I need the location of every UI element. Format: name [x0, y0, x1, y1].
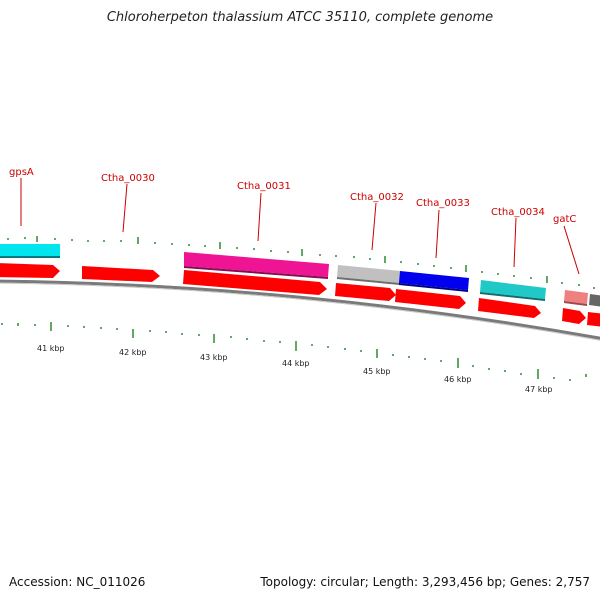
- kbp-label: 44 kbp: [282, 359, 310, 368]
- kbp-label: 46 kbp: [444, 375, 472, 384]
- gene-box-ctha0031[interactable]: [184, 252, 329, 277]
- cds-arrow[interactable]: [562, 308, 586, 324]
- kbp-label: 41 kbp: [37, 344, 65, 353]
- gene-box-shadow: [399, 283, 468, 292]
- gene-label-group: gpsA Ctha_0030 Ctha_0031 Ctha_0032 Ctha_…: [9, 167, 580, 275]
- kbp-label: 47 kbp: [525, 385, 553, 394]
- gene-box-ctha0034[interactable]: [480, 280, 546, 299]
- genome-backbone: [0, 279, 600, 340]
- cds-arrow[interactable]: [0, 263, 60, 278]
- gene-box-next[interactable]: [589, 294, 600, 307]
- gene-box-ctha0033[interactable]: [399, 271, 469, 290]
- leader-line: [122, 183, 128, 233]
- leader-line: [257, 192, 262, 242]
- scale-labels: 41 kbp 42 kbp 43 kbp 44 kbp 45 kbp 46 kb…: [37, 344, 553, 394]
- gene-label-gatC[interactable]: gatC: [553, 214, 576, 225]
- leader-line: [435, 209, 440, 259]
- gene-box-shadow: [337, 277, 400, 285]
- gene-box-shadow: [564, 301, 587, 306]
- genome-title: Chloroherpeton thalassium ATCC 35110, co…: [106, 10, 494, 25]
- gene-box-gpsA[interactable]: [0, 244, 60, 256]
- gene-box-ctha0032[interactable]: [337, 265, 401, 283]
- gene-label-ctha0031[interactable]: Ctha_0031: [237, 181, 291, 192]
- colored-gene-track: [0, 244, 600, 307]
- genome-stats-text: Topology: circular; Length: 3,293,456 bp…: [260, 575, 590, 589]
- cds-arrow[interactable]: [335, 283, 396, 301]
- gene-box-shadow: [0, 256, 60, 258]
- gene-label-ctha0034[interactable]: Ctha_0034: [491, 207, 545, 218]
- kbp-label: 43 kbp: [200, 353, 228, 362]
- cds-track: [0, 263, 600, 327]
- cds-arrow[interactable]: [478, 298, 541, 318]
- gene-label-ctha0033[interactable]: Ctha_0033: [416, 198, 470, 209]
- cds-arrow[interactable]: [587, 312, 600, 327]
- gene-label-ctha0032[interactable]: Ctha_0032: [350, 192, 404, 203]
- gene-label-ctha0030[interactable]: Ctha_0030: [101, 173, 155, 184]
- kbp-label: 45 kbp: [363, 367, 391, 376]
- gene-box-shadow: [184, 266, 328, 279]
- genome-backbone-highlight: [0, 282, 600, 341]
- gene-label-gpsA[interactable]: gpsA: [9, 167, 34, 178]
- kbp-label: 42 kbp: [119, 348, 147, 357]
- cds-arrow[interactable]: [395, 289, 466, 309]
- accession-text: Accession: NC_011026: [9, 575, 146, 589]
- leader-line: [563, 225, 580, 275]
- cds-arrow[interactable]: [82, 266, 160, 282]
- gene-box-gatC[interactable]: [564, 290, 588, 304]
- cds-arrow[interactable]: [183, 270, 327, 295]
- gene-box-shadow: [480, 292, 545, 301]
- scale-tick-row: [1, 322, 587, 381]
- leader-line: [513, 217, 517, 268]
- upper-tick-row: [7, 236, 595, 289]
- leader-line: [371, 202, 377, 251]
